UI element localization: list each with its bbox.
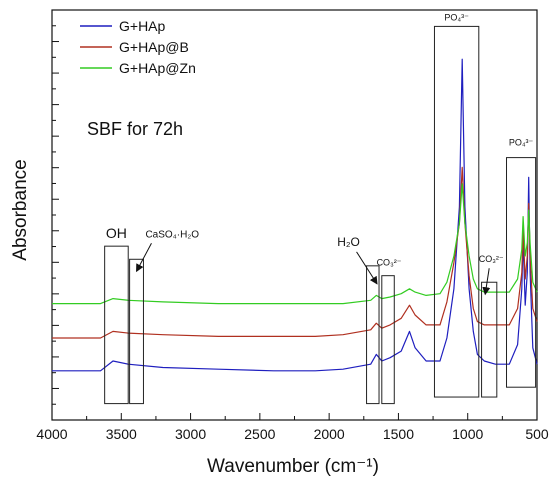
y-axis-title: Absorbance <box>10 159 31 260</box>
x-tick-label: 1000 <box>452 426 483 442</box>
x-axis-tick-labels: 4000 3500 3000 2500 2000 1500 1000 500 <box>36 426 548 442</box>
annotation-box <box>104 245 129 405</box>
annotation-box <box>481 281 498 398</box>
x-tick-label: 500 <box>525 426 549 442</box>
x-tick-label: 2000 <box>314 426 345 442</box>
x-tick-label: 3500 <box>106 426 137 442</box>
annotations: OH CaSO₄·H₂O H₂O CO₃²⁻ PO₄³⁻ CO₃²⁻ PO₄³⁻ <box>104 12 537 405</box>
x-tick-label: 4000 <box>36 426 67 442</box>
annotation-box <box>433 25 480 398</box>
annotation-box <box>381 275 395 405</box>
annotation-label: PO₄³⁻ <box>509 138 534 148</box>
x-tick-label: 3000 <box>175 426 206 442</box>
annotation-arrow <box>356 251 378 285</box>
annotation-label: CO₃²⁻ <box>377 258 402 268</box>
annotation-label: PO₄³⁻ <box>444 12 469 22</box>
legend-label: G+HAp@B <box>119 39 189 55</box>
legend-label: G+HAp <box>119 18 166 34</box>
annotation-box <box>129 258 144 405</box>
annotation-label: OH <box>106 225 127 241</box>
x-axis-title: Wavenumber (cm⁻¹) <box>207 456 379 477</box>
annotation-label: CaSO₄·H₂O <box>145 229 199 240</box>
condition-label: SBF for 72h <box>87 119 183 139</box>
annotation-box <box>506 157 537 388</box>
annotation-label: CO₃²⁻ <box>479 254 504 264</box>
x-tick-label: 1500 <box>383 426 414 442</box>
series-line-3 <box>52 183 538 305</box>
x-tick-label: 2500 <box>244 426 275 442</box>
series-lines <box>52 58 538 372</box>
annotation-box <box>366 265 380 405</box>
legend-label: G+HAp@Zn <box>119 60 196 76</box>
x-axis-ticks <box>51 413 538 420</box>
y-axis-ticks <box>52 9 59 421</box>
annotation-arrow <box>136 243 152 273</box>
annotation-label: H₂O <box>337 235 360 249</box>
legend: G+HAp G+HAp@B G+HAp@Zn <box>80 18 196 76</box>
annotation-arrow <box>482 268 491 296</box>
